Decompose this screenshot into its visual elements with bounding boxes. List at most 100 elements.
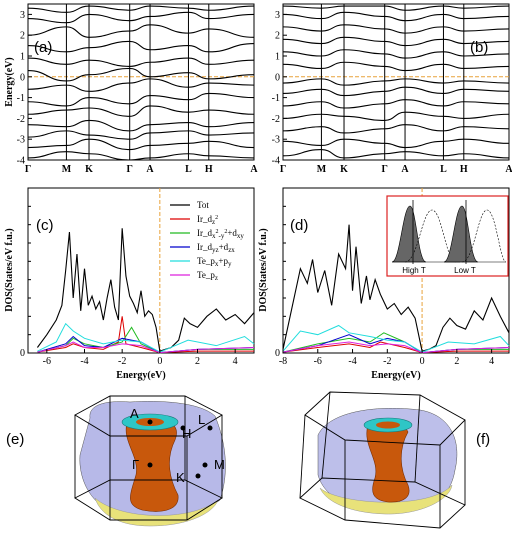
inset-label-high-t: High T — [402, 266, 426, 275]
bz-point-h: H — [182, 426, 191, 441]
panel-label-e: (e) — [6, 431, 24, 448]
x-tick-label: -4 — [80, 356, 88, 367]
dos-series-line — [282, 224, 510, 352]
band-lines-b — [282, 5, 510, 159]
y-tick-label: 0 — [275, 348, 280, 359]
band-line — [27, 57, 255, 67]
y-tick-label: -3 — [272, 135, 280, 146]
dos-panel-d: -8 -6 -4 -2 0 2 4 0 Energy(eV) DOS(States/eV f.… — [258, 187, 510, 381]
band-line — [282, 61, 510, 72]
kpoint-label: A — [401, 164, 409, 175]
y-tick-label: -4 — [17, 156, 25, 167]
x-tick-label: 2 — [195, 356, 200, 367]
kpoint-label: A — [146, 164, 154, 175]
band-line — [27, 11, 255, 24]
band-line — [282, 49, 510, 59]
y-tick-label: 0 — [20, 72, 25, 83]
plot-frame-c — [27, 187, 255, 354]
kpoint-label: H — [205, 164, 213, 175]
dos-series-line — [37, 322, 255, 353]
dos-series-line — [37, 341, 255, 354]
band-line — [282, 24, 510, 34]
band-line — [282, 11, 510, 22]
legend-ir-dyz-dzx: Ir_dyz+dzx — [197, 242, 235, 254]
y-tick-label: 0 — [275, 72, 280, 83]
band-line — [27, 119, 255, 132]
kpoint-label: K — [340, 164, 348, 175]
plot-frame-d — [282, 187, 510, 354]
band-line — [27, 24, 255, 38]
y-tick-label: -1 — [17, 93, 25, 104]
plot-frame-b — [282, 3, 510, 161]
x-axis-label-c: Energy(eV) — [116, 370, 165, 381]
band-line — [282, 111, 510, 122]
panel-label-d: (d) — [290, 217, 308, 234]
kpoint-label: Γ — [382, 164, 388, 175]
bz-point-m: M — [214, 457, 225, 472]
x-tick-label: 0 — [157, 356, 162, 367]
inset-high-low-t: High T Low T — [386, 195, 509, 277]
dos-series-line — [36, 228, 255, 352]
y-tick-label: -1 — [272, 93, 280, 104]
band-structure-panel-a: -4 -3 -2 -1 0 1 2 3 Γ M K Γ A L H A Energy(eV) (a) — [4, 3, 258, 175]
band-structure-panel-b: -4 -3 -2 -1 0 1 2 3 Γ M K Γ A L H A (b) — [272, 3, 512, 175]
x-tick-label: 4 — [489, 356, 494, 367]
band-line — [282, 138, 510, 149]
x-axis-label-d: Energy(eV) — [371, 370, 420, 381]
band-line — [282, 36, 510, 47]
y-tick-label: 3 — [275, 10, 280, 21]
y-axis-label-d: DOS(States/eV f.u.) — [258, 228, 269, 311]
x-tick-label: -2 — [118, 356, 126, 367]
x-tick-label: -6 — [314, 356, 322, 367]
legend-te-pz: Te_pz — [197, 270, 218, 282]
band-line — [27, 67, 255, 82]
bz-point-a: A — [130, 406, 139, 421]
kpoint-label: Γ — [127, 164, 133, 175]
band-line — [27, 78, 255, 92]
dos-series-line — [282, 332, 509, 354]
band-line — [27, 130, 255, 140]
bz-point-gamma: Γ — [132, 457, 139, 472]
bottom-surface-f — [319, 484, 453, 515]
x-tick-label: 4 — [233, 356, 238, 367]
y-axis-label-a: Energy(eV) — [4, 57, 15, 106]
y-tick-label: 3 — [20, 10, 25, 21]
legend: Tot Ir_dz2 Ir_dx2-y2+dxy Ir_dyz+dzx Te_p… — [170, 200, 244, 282]
inset-occupied-peak-low-t — [443, 205, 479, 263]
kpoint-label: K — [85, 164, 93, 175]
band-line — [27, 40, 255, 53]
kpoint-label: A — [250, 164, 258, 175]
y-tick-label: 2 — [20, 31, 25, 42]
inset-occupied-peak-high-t — [391, 205, 427, 263]
legend-te-px-py: Te_px+py — [197, 256, 232, 268]
y-tick-label: -3 — [17, 135, 25, 146]
x-tick-label: -2 — [383, 356, 391, 367]
inset-label-low-t: Low T — [454, 266, 476, 275]
fermi-surface-panel-e: (e) A H L Γ — [6, 395, 226, 527]
x-tick-label: -6 — [43, 356, 51, 367]
high-symmetry-points — [147, 419, 213, 479]
panel-label-c: (c) — [36, 217, 54, 234]
brillouin-zone-wireframe — [74, 395, 223, 521]
kpoint-label: M — [62, 164, 72, 175]
band-line — [27, 5, 255, 13]
band-line — [27, 138, 255, 151]
plot-frame-a — [27, 3, 255, 161]
band-line — [282, 5, 510, 11]
band-line — [282, 86, 510, 97]
legend-ir-dx2y2-dxy: Ir_dx2-y2+dxy — [197, 228, 244, 240]
band-line — [282, 149, 510, 159]
band-line — [27, 105, 255, 117]
y-tick-label: 1 — [275, 52, 280, 63]
brillouin-zone-wireframe-f — [299, 391, 466, 529]
y-tick-label: 2 — [275, 31, 280, 42]
band-lines-a — [27, 5, 255, 161]
panel-label-a: (a) — [34, 39, 52, 56]
kpoint-label: H — [460, 164, 468, 175]
panel-label-f: (f) — [476, 431, 490, 448]
y-tick-label: 0 — [20, 348, 25, 359]
legend-tot: Tot — [197, 200, 209, 210]
y-tick-label: -2 — [17, 114, 25, 125]
kpoint-label: L — [440, 164, 447, 175]
